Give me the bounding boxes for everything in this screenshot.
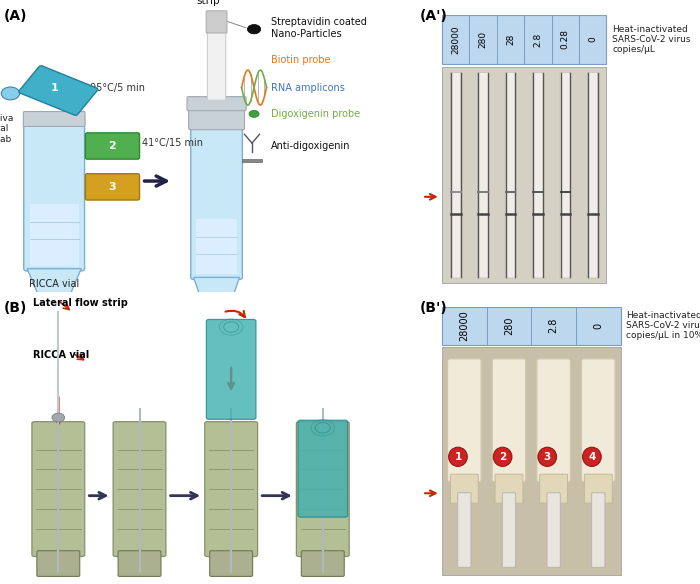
FancyBboxPatch shape <box>537 359 570 482</box>
FancyBboxPatch shape <box>23 112 85 127</box>
FancyBboxPatch shape <box>442 347 621 575</box>
FancyBboxPatch shape <box>191 114 242 280</box>
Text: 0: 0 <box>588 37 597 42</box>
Circle shape <box>247 25 260 34</box>
FancyBboxPatch shape <box>492 359 526 482</box>
Text: Lateral flow strip: Lateral flow strip <box>34 298 128 308</box>
FancyBboxPatch shape <box>113 422 166 557</box>
Text: (A): (A) <box>4 9 28 23</box>
Polygon shape <box>194 277 239 345</box>
FancyBboxPatch shape <box>207 19 225 100</box>
FancyBboxPatch shape <box>442 67 606 283</box>
Circle shape <box>494 447 512 467</box>
Text: 41°C/15 min: 41°C/15 min <box>141 138 202 148</box>
Text: 280: 280 <box>504 317 514 335</box>
FancyBboxPatch shape <box>584 474 612 503</box>
Polygon shape <box>29 204 78 266</box>
Circle shape <box>538 447 556 467</box>
FancyBboxPatch shape <box>447 359 481 482</box>
Text: 0: 0 <box>594 322 603 329</box>
Text: (B): (B) <box>4 301 27 315</box>
Polygon shape <box>196 219 237 274</box>
FancyBboxPatch shape <box>85 174 139 200</box>
Text: 3: 3 <box>108 182 116 192</box>
Text: 28000: 28000 <box>459 310 469 341</box>
Text: Lateral flow
strip: Lateral flow strip <box>178 0 239 6</box>
FancyBboxPatch shape <box>560 72 570 278</box>
Text: (B'): (B') <box>419 301 447 315</box>
FancyBboxPatch shape <box>37 551 80 576</box>
Polygon shape <box>27 269 81 332</box>
FancyBboxPatch shape <box>442 307 621 345</box>
FancyBboxPatch shape <box>450 474 478 503</box>
FancyBboxPatch shape <box>241 158 262 162</box>
Text: Saliva
oral
swab: Saliva oral swab <box>0 114 14 144</box>
FancyBboxPatch shape <box>298 420 348 517</box>
FancyBboxPatch shape <box>32 422 85 557</box>
FancyBboxPatch shape <box>505 72 516 278</box>
FancyBboxPatch shape <box>533 72 543 278</box>
Text: 2: 2 <box>499 452 506 462</box>
Text: 1: 1 <box>454 452 461 462</box>
FancyBboxPatch shape <box>442 15 606 64</box>
Text: 280: 280 <box>479 31 488 48</box>
Text: Biotin probe: Biotin probe <box>271 55 330 65</box>
FancyBboxPatch shape <box>24 114 85 271</box>
Circle shape <box>52 413 64 422</box>
Text: 3: 3 <box>544 452 551 462</box>
FancyBboxPatch shape <box>592 493 605 568</box>
Text: 4: 4 <box>588 452 596 462</box>
Text: Heat-inactivated
SARS-CoV-2 virus
copies/μL in 10% Saliva: Heat-inactivated SARS-CoV-2 virus copies… <box>626 311 700 340</box>
Text: Digoxigenin probe: Digoxigenin probe <box>271 109 360 119</box>
Text: 2.8: 2.8 <box>533 32 542 47</box>
FancyBboxPatch shape <box>495 474 523 503</box>
FancyBboxPatch shape <box>187 96 246 111</box>
FancyBboxPatch shape <box>85 133 139 159</box>
FancyBboxPatch shape <box>450 72 461 278</box>
Text: 1: 1 <box>50 82 58 93</box>
FancyBboxPatch shape <box>582 359 615 482</box>
Text: RICCA vial: RICCA vial <box>29 279 79 289</box>
Text: RNA amplicons: RNA amplicons <box>271 82 344 93</box>
FancyBboxPatch shape <box>458 493 471 568</box>
Text: 28000: 28000 <box>452 25 460 54</box>
Circle shape <box>582 447 601 467</box>
Circle shape <box>449 447 468 467</box>
FancyBboxPatch shape <box>210 551 253 576</box>
FancyBboxPatch shape <box>206 11 227 33</box>
FancyBboxPatch shape <box>478 72 489 278</box>
Text: 2.8: 2.8 <box>549 318 559 333</box>
FancyBboxPatch shape <box>547 493 560 568</box>
Text: RICCA vial: RICCA vial <box>34 350 90 360</box>
FancyBboxPatch shape <box>540 474 568 503</box>
Text: 0.28: 0.28 <box>561 29 570 50</box>
Text: 95°C/5 min: 95°C/5 min <box>90 82 144 93</box>
FancyBboxPatch shape <box>204 422 258 557</box>
FancyBboxPatch shape <box>189 107 244 130</box>
FancyBboxPatch shape <box>296 422 349 557</box>
Text: Streptavidin coated
Nano-Particles: Streptavidin coated Nano-Particles <box>271 17 367 39</box>
Circle shape <box>249 110 259 117</box>
FancyBboxPatch shape <box>503 493 516 568</box>
Text: Heat-inactivated
SARS-CoV-2 virus
copies/μL: Heat-inactivated SARS-CoV-2 virus copies… <box>612 25 691 54</box>
Text: Anti-digoxigenin: Anti-digoxigenin <box>271 141 350 151</box>
FancyBboxPatch shape <box>587 72 598 278</box>
FancyBboxPatch shape <box>301 551 344 576</box>
FancyBboxPatch shape <box>206 319 256 419</box>
Text: (A'): (A') <box>419 9 447 23</box>
Circle shape <box>1 87 20 100</box>
FancyBboxPatch shape <box>118 551 161 576</box>
Text: 28: 28 <box>506 34 515 45</box>
Text: 2: 2 <box>108 141 116 151</box>
FancyBboxPatch shape <box>19 66 98 115</box>
